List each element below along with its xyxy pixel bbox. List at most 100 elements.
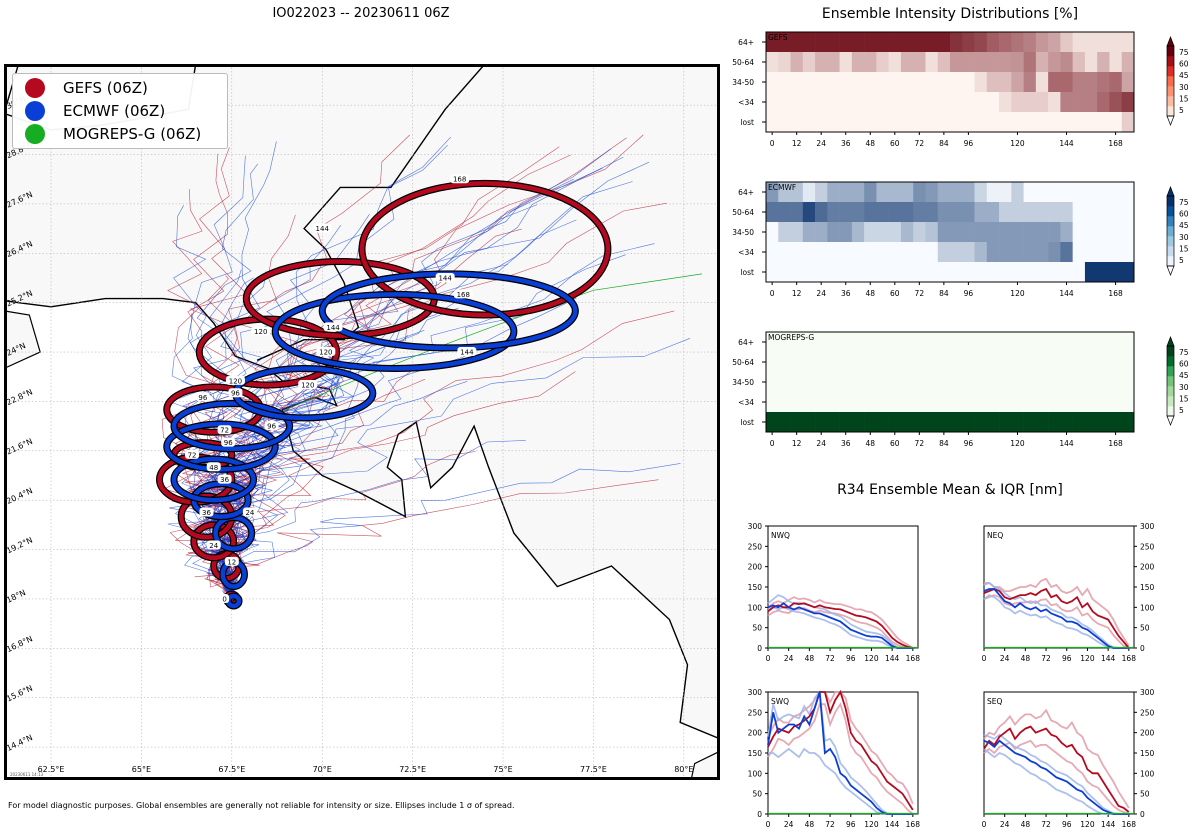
heatmap-cell <box>1109 332 1123 353</box>
member-track <box>206 451 476 600</box>
heatmap-cell <box>900 412 914 433</box>
heatmap-cell <box>950 32 963 53</box>
heatmap-cell <box>1023 202 1037 223</box>
heatmap-cell <box>1097 52 1110 73</box>
hour-label-text: 96 <box>231 390 240 398</box>
heatmap-model-label: ECMWF <box>768 183 796 192</box>
heatmap-cell <box>950 112 963 133</box>
heatmap-y-label: 34-50 <box>732 378 754 387</box>
legend-label-ecmwf: ECMWF (06Z) <box>63 102 166 120</box>
hour-label-bg <box>220 593 230 603</box>
heatmap-cell <box>1060 392 1073 413</box>
hour-label-bg <box>185 449 200 459</box>
colorbar-segment <box>1167 106 1174 117</box>
r34-series-line <box>983 739 1129 815</box>
r34-x-label: 48 <box>1021 820 1031 829</box>
hour-label-text: 72 <box>188 451 197 459</box>
hour-label-bg <box>225 375 245 385</box>
heatmap-cell <box>790 112 804 133</box>
heatmap-cell <box>1121 112 1135 133</box>
hour-label-bg <box>298 379 318 389</box>
colorbar-frame <box>1166 195 1175 267</box>
colorbar-tick-label: 45 <box>1179 71 1189 80</box>
heatmap-cell <box>888 202 902 223</box>
heatmap-x-label: 24 <box>816 289 826 298</box>
legend-label-mogreps: MOGREPS-G (06Z) <box>63 125 202 143</box>
heatmap-gefs: GEFS 64+ 50-64 34-50 <34 lost 0 12 24 36 48 60 72 84 9… <box>732 31 1135 148</box>
lon-tick-label: 67.5°E <box>218 765 245 774</box>
heatmap-cell <box>986 92 1000 113</box>
hour-label-bg <box>221 437 236 447</box>
heatmap-cell <box>778 392 791 413</box>
heatmap-cell <box>864 392 877 413</box>
r34-y-label: 50 <box>752 624 762 633</box>
heatmap-y-label: lost <box>740 118 754 127</box>
colorbar-segment <box>1167 236 1174 247</box>
heatmap-cell <box>864 92 877 113</box>
heatmap-x-label: 60 <box>890 289 900 298</box>
hour-label-bg <box>323 322 343 332</box>
heatmap-cell <box>1011 182 1024 203</box>
heatmap-cell <box>851 242 865 263</box>
hour-label: 0 <box>220 593 230 603</box>
heatmap-cell <box>1048 202 1061 223</box>
heatmap-cell <box>778 182 791 203</box>
heatmap-cell <box>839 412 853 433</box>
heatmap-cell <box>827 72 840 93</box>
hour-label: 36 <box>199 507 214 517</box>
heatmap-cell <box>864 202 877 223</box>
heatmap-cell <box>962 332 975 353</box>
heatmap-cell <box>900 52 914 73</box>
heatmap-cell <box>937 242 951 263</box>
heatmap-cell <box>839 202 853 223</box>
heatmap-cell <box>1011 412 1024 433</box>
heatmap-cell <box>876 242 889 263</box>
r34-x-label: 0 <box>982 654 987 663</box>
hour-label: 12 <box>224 556 239 566</box>
colorbar-segment <box>1167 206 1174 217</box>
colorbar-tick-label: 75 <box>1179 198 1189 207</box>
heatmap-cell <box>913 32 926 53</box>
heatmap-cell <box>925 412 939 433</box>
heatmap-cell <box>876 182 889 203</box>
colorbar-max-arrow <box>1166 36 1175 47</box>
heatmap-cell <box>1121 72 1135 93</box>
heatmap-cell <box>766 182 779 203</box>
heatmap-cell <box>986 242 1000 263</box>
colorbar-mogreps-g: 5 15 30 45 60 75 <box>1166 336 1189 426</box>
heatmap-cell <box>913 52 926 73</box>
heatmap-cell <box>925 372 939 393</box>
heatmap-cell <box>999 182 1012 203</box>
hour-label-bg <box>224 556 239 566</box>
r34-series-line <box>767 602 914 649</box>
heatmap-cell <box>974 332 988 353</box>
colorbar-segment <box>1167 226 1174 237</box>
heatmap-cell <box>1048 242 1061 263</box>
r34-series-line <box>767 594 913 649</box>
hour-label-text: 120 <box>301 381 314 389</box>
hour-label: 48 <box>206 462 221 472</box>
heatmap-cell <box>802 52 816 73</box>
heatmap-cell <box>1072 332 1086 353</box>
heatmap-cell <box>962 262 975 283</box>
heatmap-cell <box>1035 352 1049 373</box>
heatmap-cell <box>950 72 963 93</box>
r34-y-label: 100 <box>748 769 763 778</box>
r34-x-label: 120 <box>1080 654 1095 663</box>
heatmap-cell <box>962 412 975 433</box>
heatmap-x-label: 120 <box>1010 289 1025 298</box>
heatmap-cell <box>974 222 988 243</box>
heatmap-x-label: 0 <box>770 289 775 298</box>
heatmap-cell <box>1109 222 1123 243</box>
heatmap-cell <box>802 352 816 373</box>
hour-label-text: 96 <box>224 439 233 447</box>
colorbar-tick-label: 30 <box>1179 83 1189 92</box>
r34-y-label: 250 <box>748 708 763 717</box>
heatmap-cell <box>1097 222 1110 243</box>
r34-series-line <box>767 606 913 649</box>
heatmap-cell <box>790 52 804 73</box>
heatmap-cell <box>1097 332 1110 353</box>
heatmap-cell <box>778 202 791 223</box>
heatmap-cell <box>839 72 853 93</box>
heatmap-cell <box>1072 112 1086 133</box>
